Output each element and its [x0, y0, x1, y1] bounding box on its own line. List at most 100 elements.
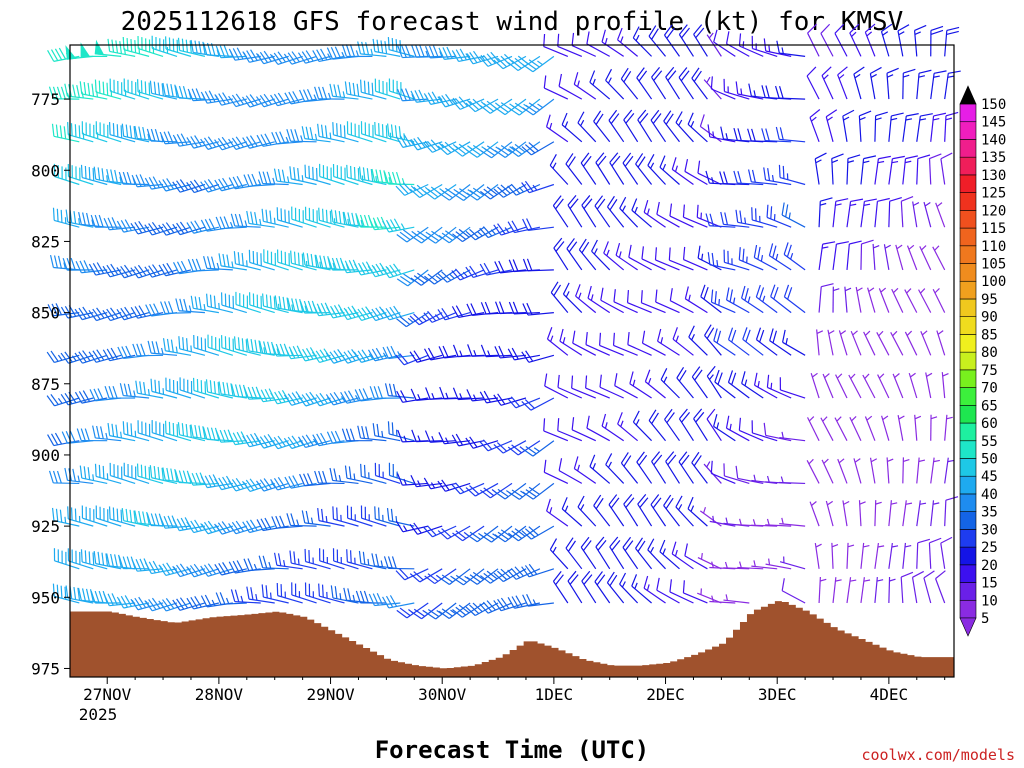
barb-staff [402, 141, 429, 148]
barb-full [719, 171, 724, 184]
barb-full [297, 52, 306, 64]
barb-full [878, 155, 891, 160]
barb-full [415, 45, 421, 58]
barb-half [257, 179, 262, 186]
wind-barb [192, 377, 220, 399]
barb-staff [151, 183, 178, 190]
barb-full [291, 392, 300, 404]
barb-staff [179, 568, 206, 578]
barb-half [905, 502, 913, 505]
barb-full [365, 426, 370, 439]
barb-staff [818, 244, 824, 270]
barb-full [469, 52, 478, 64]
barb-full [571, 417, 575, 430]
wind-barb [580, 152, 597, 185]
wind-barb [276, 207, 303, 228]
barb-full [230, 589, 236, 602]
wind-barb [742, 327, 764, 356]
barb-staff [165, 568, 192, 576]
barb-full [246, 50, 254, 62]
barb-full [200, 523, 209, 535]
barb-full [55, 124, 59, 138]
barb-half [340, 396, 346, 403]
wind-barb [339, 305, 373, 321]
barb-full [738, 33, 742, 47]
barb-full [228, 480, 237, 492]
barb-full [180, 517, 188, 530]
barb-full [349, 550, 352, 563]
barb-full [619, 572, 627, 585]
barb-half [490, 229, 496, 235]
barb-full [424, 235, 437, 244]
wind-barb [713, 29, 736, 57]
barb-half [286, 176, 290, 183]
barb-full [249, 94, 259, 106]
barb-staff [846, 243, 850, 270]
barb-full [753, 372, 758, 386]
barb-full [493, 59, 504, 70]
barb-full [106, 264, 115, 277]
barb-full [465, 487, 476, 497]
colorbar-label: 45 [981, 469, 998, 485]
barb-staff [449, 568, 471, 586]
barb-full [511, 220, 519, 233]
wind-barb [269, 51, 303, 65]
barb-full [269, 53, 279, 65]
wind-barb [720, 211, 750, 228]
barb-half [711, 561, 714, 568]
wind-barb [911, 570, 925, 604]
barb-staff [220, 602, 247, 605]
barb-full [93, 388, 100, 401]
barb-staff [769, 255, 792, 271]
barb-full [117, 346, 124, 359]
barb-full [353, 309, 363, 321]
barb-staff [262, 567, 289, 570]
barb-staff [406, 226, 429, 243]
wind-barb [697, 160, 722, 186]
barb-full [716, 330, 722, 344]
barb-full [222, 177, 230, 190]
barb-full [650, 494, 660, 505]
barb-full [507, 62, 519, 72]
barb-full [62, 257, 68, 271]
barb-full [423, 312, 433, 323]
barb-full [455, 145, 467, 155]
barb-full [635, 153, 644, 165]
barb-staff [67, 221, 94, 228]
barb-half [739, 561, 742, 568]
barb-full [204, 219, 212, 231]
barb-full [194, 135, 202, 147]
wind-barb [318, 207, 345, 228]
wind-barb [605, 453, 625, 484]
barb-full [610, 113, 620, 125]
wind-barb [75, 260, 108, 274]
barb-full [148, 561, 156, 574]
wind-barb [479, 600, 513, 614]
barb-full [765, 128, 770, 141]
barb-full [357, 425, 362, 439]
barb-staff [635, 163, 653, 185]
barb-full [589, 70, 596, 83]
wind-barb [325, 391, 359, 406]
barb-staff [615, 254, 638, 271]
barb-full [413, 350, 422, 362]
barb-full [497, 570, 508, 581]
barb-full [232, 176, 240, 189]
barb-staff [54, 219, 80, 228]
barb-full [775, 126, 780, 140]
barb-full [681, 27, 690, 39]
barb-full [465, 437, 474, 449]
barb-full [395, 354, 405, 366]
barb-full [498, 260, 505, 273]
barb-staff [925, 372, 932, 399]
barb-full [382, 596, 390, 609]
barb-staff [165, 48, 192, 57]
barb-full [179, 563, 189, 575]
barb-full [424, 348, 432, 361]
barb-half [403, 435, 407, 442]
barb-full [130, 423, 133, 437]
barb-full [130, 267, 139, 279]
barb-staff [835, 374, 848, 399]
barb-half [926, 372, 933, 377]
barb-full [507, 397, 517, 409]
